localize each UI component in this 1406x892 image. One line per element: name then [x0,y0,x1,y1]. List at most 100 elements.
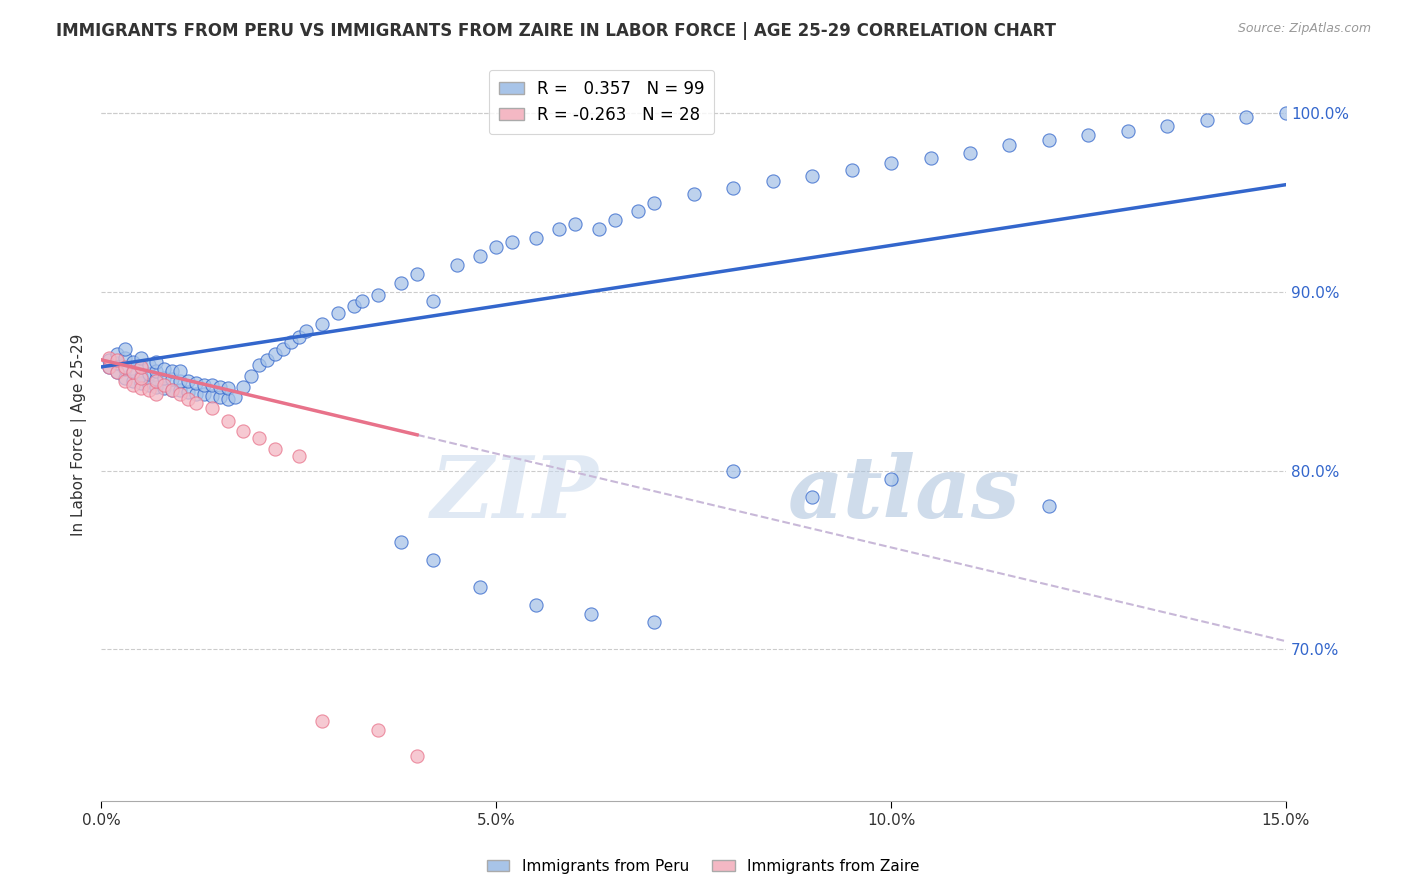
Point [121,374,143,388]
Point [208,379,231,393]
Point [326,306,349,320]
Point [98,359,121,374]
Point [548,222,571,236]
Point [153,370,176,384]
Point [470,249,492,263]
Point [177,392,200,406]
Point [145,372,167,386]
Y-axis label: In Labor Force | Age 25-29: In Labor Force | Age 25-29 [72,334,87,536]
Point [114,342,136,356]
Point [311,714,333,728]
Point [998,138,1021,153]
Point [406,267,429,281]
Point [169,386,191,401]
Text: Source: ZipAtlas.com: Source: ZipAtlas.com [1237,22,1371,36]
Point [470,580,492,594]
Point [129,359,152,374]
Point [105,356,128,370]
Point [280,334,302,349]
Point [524,231,547,245]
Point [201,377,224,392]
Point [105,365,128,379]
Point [129,351,152,365]
Point [247,431,270,445]
Point [114,351,136,365]
Point [208,390,231,404]
Point [224,390,246,404]
Point [160,383,183,397]
Point [217,392,239,406]
Point [247,358,270,372]
Point [880,473,903,487]
Point [98,359,121,374]
Point [138,367,160,381]
Point [129,370,152,384]
Point [485,240,508,254]
Point [169,383,191,397]
Text: atlas: atlas [789,451,1021,535]
Point [193,386,215,401]
Point [129,376,152,390]
Point [627,204,650,219]
Point [145,386,167,401]
Point [129,359,152,374]
Point [138,358,160,372]
Text: ZIP: ZIP [430,451,599,535]
Point [1275,106,1298,120]
Point [145,379,167,393]
Point [1116,124,1139,138]
Point [177,374,200,388]
Point [959,145,981,160]
Point [682,186,704,201]
Point [920,151,942,165]
Point [643,195,665,210]
Point [603,213,626,227]
Point [138,377,160,392]
Point [177,384,200,399]
Point [501,235,523,249]
Point [145,374,167,388]
Point [446,258,468,272]
Point [153,377,176,392]
Point [201,401,224,415]
Point [114,370,136,384]
Point [1156,119,1178,133]
Point [105,347,128,361]
Point [287,450,309,464]
Point [1038,500,1060,514]
Legend: R =   0.357   N = 99, R = -0.263   N = 28: R = 0.357 N = 99, R = -0.263 N = 28 [489,70,714,134]
Point [121,363,143,377]
Point [721,181,744,195]
Point [350,293,373,308]
Point [880,156,903,170]
Point [311,317,333,331]
Point [406,749,429,764]
Point [153,361,176,376]
Point [121,365,143,379]
Point [169,374,191,388]
Point [160,363,183,377]
Point [193,377,215,392]
Point [184,395,207,409]
Point [232,424,254,438]
Point [160,383,183,397]
Point [264,442,287,457]
Point [801,169,824,183]
Point [422,293,444,308]
Point [121,354,143,368]
Point [841,163,863,178]
Point [201,388,224,402]
Point [721,464,744,478]
Point [153,381,176,395]
Point [643,615,665,630]
Point [367,288,389,302]
Point [169,363,191,377]
Point [160,372,183,386]
Point [1038,133,1060,147]
Point [129,368,152,383]
Point [217,413,239,427]
Point [1195,113,1218,128]
Point [264,347,287,361]
Text: IMMIGRANTS FROM PERU VS IMMIGRANTS FROM ZAIRE IN LABOR FORCE | AGE 25-29 CORRELA: IMMIGRANTS FROM PERU VS IMMIGRANTS FROM … [56,22,1056,40]
Point [1236,110,1258,124]
